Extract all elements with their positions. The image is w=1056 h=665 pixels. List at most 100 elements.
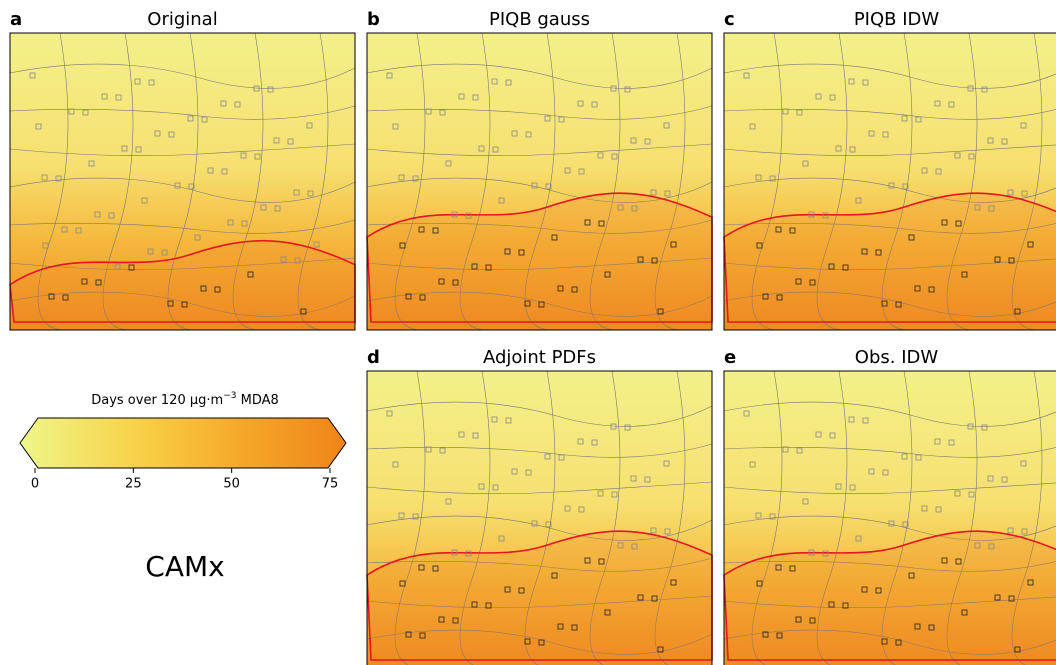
station (1014, 308, 1021, 315)
border-line (816, 32, 848, 331)
station (941, 219, 948, 226)
station (273, 137, 280, 144)
station (55, 175, 62, 182)
station (307, 190, 314, 197)
station (928, 624, 935, 631)
station (386, 410, 393, 417)
colorbar-tick-label: 50 (223, 477, 240, 492)
panel-title: Adjoint PDFs (483, 347, 596, 368)
station (439, 447, 446, 454)
station (101, 93, 108, 100)
station (577, 438, 584, 445)
station (1020, 122, 1027, 129)
station (41, 174, 48, 181)
station (525, 469, 532, 476)
border-line (1011, 32, 1043, 331)
map-frame (9, 32, 356, 331)
border-line (167, 32, 199, 331)
station (663, 122, 670, 129)
map-frame (723, 32, 1056, 331)
station (882, 131, 889, 138)
station (524, 300, 531, 307)
station (597, 490, 604, 497)
station (988, 205, 995, 212)
station (955, 220, 962, 227)
station (776, 294, 783, 301)
border-line (9, 291, 356, 317)
border-line (1011, 370, 1043, 665)
station (670, 579, 677, 586)
border-line (37, 32, 69, 331)
station (796, 447, 803, 454)
station (855, 535, 862, 542)
colorbar-tick-label: 0 (31, 477, 39, 492)
station (881, 638, 888, 645)
station (227, 219, 234, 226)
station (1008, 257, 1015, 264)
station (861, 248, 868, 255)
colorbar-tick-label: 75 (322, 477, 339, 492)
station (82, 109, 89, 116)
station (848, 416, 855, 423)
station (48, 293, 55, 300)
border-line (654, 370, 686, 665)
station (617, 542, 624, 549)
map-panel (723, 370, 1056, 665)
station (398, 174, 405, 181)
map-field (724, 371, 1056, 665)
station (300, 308, 307, 315)
border-line (946, 370, 978, 665)
station (505, 79, 512, 86)
station (815, 93, 822, 100)
station (234, 101, 241, 108)
station (644, 476, 651, 483)
station (511, 468, 518, 475)
station (471, 263, 478, 270)
colorbar-label: Days over 120 μg·m−3 MDA8 (91, 391, 279, 408)
station (504, 586, 511, 593)
station (386, 72, 393, 79)
station (485, 264, 492, 271)
station (148, 79, 155, 86)
station (94, 211, 101, 218)
station (1001, 476, 1008, 483)
station (564, 505, 571, 512)
station (538, 301, 545, 308)
station (419, 294, 426, 301)
map-frame (723, 370, 1056, 665)
station (81, 278, 88, 285)
station (815, 431, 822, 438)
station (267, 86, 274, 93)
panel-title: Original (147, 9, 217, 30)
station (591, 101, 598, 108)
station (835, 145, 842, 152)
station (439, 109, 446, 116)
station (108, 212, 115, 219)
border-line (654, 32, 686, 331)
model-label: CAMx (145, 550, 224, 583)
station (650, 527, 657, 534)
colorbar-body (19, 417, 347, 469)
station (611, 153, 618, 160)
station (994, 256, 1001, 263)
station (1027, 579, 1034, 586)
station (617, 204, 624, 211)
station (822, 550, 829, 557)
station (571, 286, 578, 293)
station (545, 521, 552, 528)
station (398, 512, 405, 519)
station (531, 182, 538, 189)
station (471, 601, 478, 608)
station (848, 78, 855, 85)
station (743, 72, 750, 79)
border-line (366, 63, 713, 89)
border-line (366, 629, 713, 655)
station (631, 205, 638, 212)
station (651, 257, 658, 264)
station (921, 167, 928, 174)
colorbar-tick-label: 25 (125, 477, 142, 492)
map-panel (366, 370, 713, 665)
station (452, 279, 459, 286)
station (915, 454, 922, 461)
station (650, 189, 657, 196)
